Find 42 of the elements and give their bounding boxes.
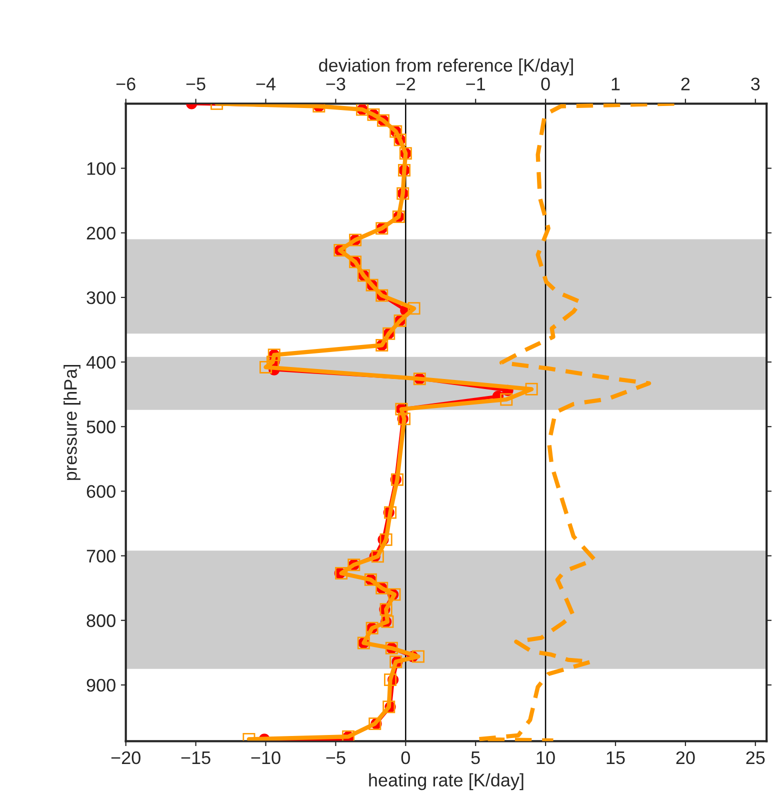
y-tick-label: 200 [86, 226, 116, 240]
x-tick-label: 20 [676, 751, 695, 764]
x-axis-title: heating rate [K/day] [369, 773, 524, 790]
x2-tick-label: 0 [541, 78, 550, 90]
x-tick-label: −20 [111, 751, 140, 764]
x-tick-label: −10 [251, 751, 280, 764]
x-tick-label: 0 [401, 751, 410, 764]
x-tick-label: 15 [606, 752, 625, 764]
y-axis-title: pressure [hPa] [64, 364, 80, 480]
y-tick-label: 900 [86, 678, 116, 692]
point [384, 674, 397, 686]
x-tick-label: −15 [181, 752, 210, 764]
point [525, 382, 538, 396]
x2-tick-label: −3 [326, 78, 346, 90]
x2-tick-label: 1 [612, 78, 620, 90]
x2-tick-label: −4 [256, 78, 276, 90]
y-tick-label: 700 [86, 550, 116, 563]
x2-tick-label: 2 [681, 78, 690, 90]
y-tick-label: 500 [86, 420, 116, 434]
x-tick-label: −5 [326, 752, 346, 764]
y-tick-label: 100 [87, 162, 116, 175]
y-tick-label: 400 [86, 356, 116, 369]
x2-tick-label: −5 [186, 78, 206, 90]
y-tick-label: 600 [86, 485, 116, 498]
y-tick-label: 300 [86, 291, 116, 304]
x2-axis-title: deviation from reference [K/day] [319, 58, 573, 76]
x-tick-label: 5 [471, 752, 480, 764]
point [412, 650, 424, 663]
x2-tick-label: −1 [466, 78, 486, 90]
point [500, 393, 513, 406]
x-tick-label: 10 [536, 751, 555, 764]
x2-tick-label: −6 [116, 78, 136, 90]
point [259, 360, 272, 374]
point [371, 550, 384, 563]
point [408, 302, 420, 315]
point [380, 533, 392, 546]
x-tick-label: 25 [746, 751, 765, 764]
point [384, 506, 397, 519]
x2-tick-label: 3 [751, 78, 760, 90]
y-tick-label: 800 [86, 614, 116, 628]
point [335, 566, 348, 580]
x2-tick-label: −2 [396, 78, 416, 90]
